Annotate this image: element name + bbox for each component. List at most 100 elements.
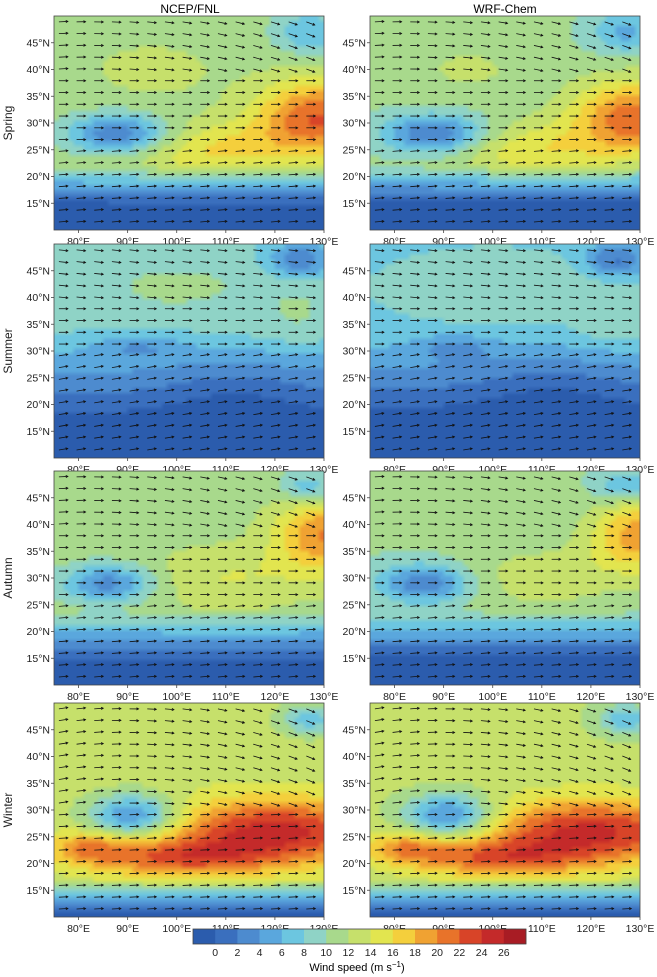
wind-vector [622,249,632,252]
wind-vector [147,273,157,275]
wind-vector-head [136,400,140,404]
wind-vector-head [647,593,649,595]
wind-vector-head [611,400,615,404]
wind-vector-head [452,20,456,24]
wind-vector-head [259,149,264,153]
wind-vector [147,448,157,451]
wind-vector [200,511,210,515]
wind-vector-head [399,388,403,392]
wind-vector-head [522,581,527,585]
wind-vector [306,68,315,73]
wind-vector-head [540,767,544,771]
wind-vector-head [593,22,597,26]
wind-vector [235,68,245,72]
wind-vector-head [593,272,597,276]
wind-vector [164,436,174,439]
wind-vector-head [628,883,633,887]
wind-vector [235,197,245,199]
wind-vector-head [295,249,299,253]
wind-vector [374,730,384,733]
wind-vector-head [83,812,87,816]
wind-vector-head [260,102,264,106]
wind-vector-head [575,172,580,176]
wind-vector [551,424,561,427]
wind-vector-head [330,525,332,527]
wind-vector-head [522,296,527,300]
wind-vector-head [540,149,544,153]
wind-vector [147,365,157,368]
wind-vector [270,732,280,736]
wind-vector-head [277,353,281,357]
wind-vector [253,365,263,368]
wind-vector-head [206,364,210,368]
wind-vector-head [416,674,421,678]
wind-vector-head [416,534,421,538]
y-tick-label: 40°N [27,751,50,763]
wind-vector [182,448,192,451]
wind-vector [551,779,561,783]
wind-vector [288,424,298,427]
wind-vector-head [505,836,509,840]
wind-vector-head [277,102,281,106]
wind-vector [58,628,68,631]
wind-vector [235,720,245,724]
wind-vector-head [331,80,333,82]
wind-vector-head [295,639,299,643]
wind-vector-head [136,581,140,585]
wind-vector-head [628,907,633,911]
wind-vector-head [575,500,579,504]
wind-vector-head [487,342,491,346]
wind-vector-head [416,296,421,300]
wind-vector [533,476,543,480]
wind-vector-head [628,34,632,38]
wind-vector [164,767,174,769]
wind-vector-head [575,674,580,678]
wind-vector-head [224,272,228,276]
wind-vector [217,45,227,48]
wind-vector-head [65,219,69,223]
wind-vector [427,173,437,176]
wind-vector-head [100,138,105,142]
wind-vector-head [295,848,299,852]
wind-vector-head [487,364,491,368]
wind-vector-head [381,102,385,106]
wind-vector [288,790,298,795]
wind-vector-head [259,284,264,288]
wind-vector-head [312,400,317,404]
wind-vector-head [224,524,228,527]
wind-vector-head [171,219,175,223]
wind-vector-head [83,800,87,804]
wind-vector [147,664,157,666]
wind-vector-head [452,330,456,334]
wind-vector-head [628,769,632,772]
wind-vector [235,790,245,794]
wind-vector-head [242,161,246,165]
wind-vector-head [224,512,228,516]
wind-vector-head [522,272,527,276]
wind-vector [604,273,614,275]
wind-vector [533,56,543,60]
wind-vector [111,197,121,199]
wind-vector-head [65,836,69,840]
wind-vector-head [189,639,193,643]
wind-vector [323,57,324,58]
wind-vector-head [171,260,175,264]
wind-vector [516,802,526,805]
wind-vector-head [611,604,615,608]
wind-vector-head [647,675,649,677]
wind-vector [270,261,280,263]
wind-vector-head [331,558,333,560]
wind-vector-head [100,627,105,631]
wind-vector-head [505,56,509,60]
wind-vector-head [593,534,597,538]
wind-vector-head [452,593,456,597]
wind-vector [445,377,455,380]
wind-vector [94,628,104,631]
wind-vector [94,401,104,404]
wind-vector-head [522,546,527,550]
wind-vector-head [331,652,333,654]
wind-vector-head [522,883,527,887]
wind-vector-head [540,708,544,712]
wind-vector [410,209,420,211]
wind-vector-head [118,284,122,288]
